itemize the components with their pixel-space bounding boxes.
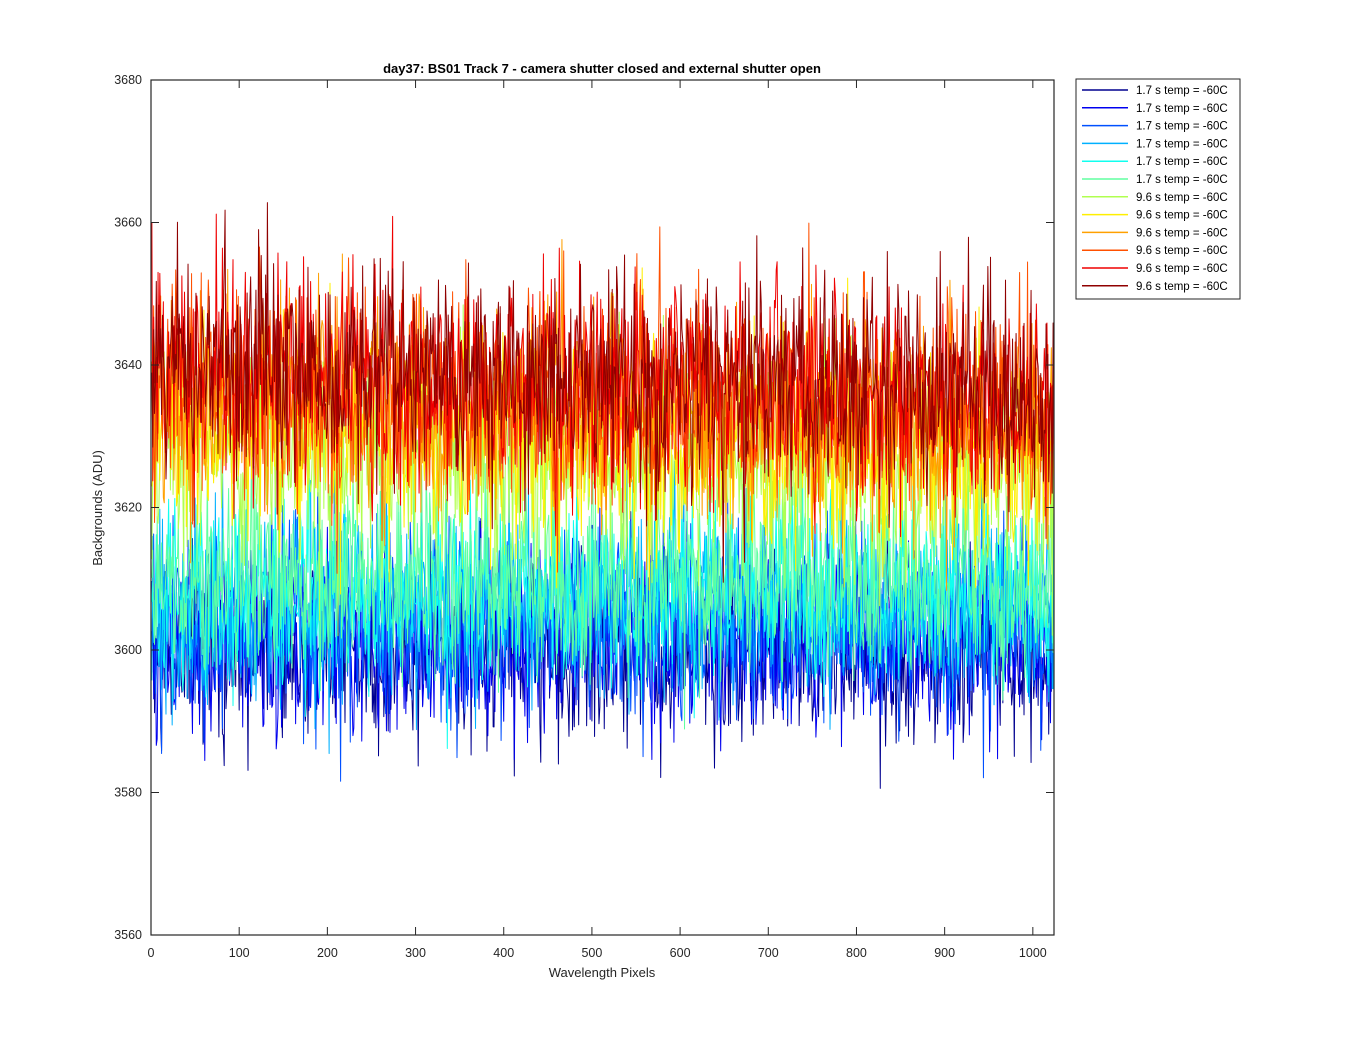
y-tick-label: 3560: [114, 928, 142, 942]
legend-entry-label: 1.7 s temp = -60C: [1136, 174, 1228, 186]
legend-entry-label: 9.6 s temp = -60C: [1136, 210, 1228, 222]
y-axis-label: Backgrounds (ADU): [90, 450, 105, 566]
legend-entry-label: 9.6 s temp = -60C: [1136, 281, 1228, 293]
legend-entry-label: 1.7 s temp = -60C: [1136, 121, 1228, 133]
x-tick-label: 500: [581, 946, 602, 960]
legend-entry-label: 1.7 s temp = -60C: [1136, 103, 1228, 115]
chart-title: day37: BS01 Track 7 - camera shutter clo…: [383, 61, 821, 76]
x-tick-label: 200: [317, 946, 338, 960]
legend: 1.7 s temp = -60C 1.7 s temp = -60C 1.7 s …: [1075, 78, 1241, 300]
x-tick-label: 400: [493, 946, 514, 960]
legend-entry-label: 1.7 s temp = -60C: [1136, 85, 1228, 97]
legend-items: 1.7 s temp = -60C 1.7 s temp = -60C 1.7 s …: [1082, 85, 1228, 293]
series-line-12: [151, 202, 1055, 583]
x-axis-label: Wavelength Pixels: [549, 965, 656, 980]
y-tick-label: 3680: [114, 73, 142, 87]
legend-entry-label: 9.6 s temp = -60C: [1136, 227, 1228, 239]
legend-entry-label: 9.6 s temp = -60C: [1136, 263, 1228, 275]
plot-area: [151, 80, 1054, 935]
x-tick-label: 900: [934, 946, 955, 960]
y-tick-label: 3640: [114, 358, 142, 372]
series-layer: [151, 202, 1055, 789]
y-tick-label: 3660: [114, 216, 142, 230]
x-tick-label: 800: [846, 946, 867, 960]
legend-box: [1075, 78, 1241, 300]
x-tick-label: 700: [758, 946, 779, 960]
x-tick-label: 600: [670, 946, 691, 960]
x-tick-label: 1000: [1019, 946, 1047, 960]
x-axis: 0 100 200 300 400 500 600 700 800 900 1000: [148, 80, 1047, 960]
y-tick-label: 3600: [114, 643, 142, 657]
y-axis: 3560 3580 3600 3620 3640 3660 3680: [114, 73, 1054, 942]
x-tick-label: 300: [405, 946, 426, 960]
legend-entry-label: 1.7 s temp = -60C: [1136, 138, 1228, 150]
legend-entry-label: 9.6 s temp = -60C: [1136, 245, 1228, 257]
legend-entry-label: 1.7 s temp = -60C: [1136, 156, 1228, 168]
x-tick-label: 0: [148, 946, 155, 960]
series-line-6: [151, 418, 1055, 730]
y-tick-label: 3620: [114, 501, 142, 515]
x-tick-label: 100: [229, 946, 250, 960]
series-line-1: [151, 520, 1055, 789]
y-tick-label: 3580: [114, 786, 142, 800]
legend-entry-label: 9.6 s temp = -60C: [1136, 192, 1228, 204]
